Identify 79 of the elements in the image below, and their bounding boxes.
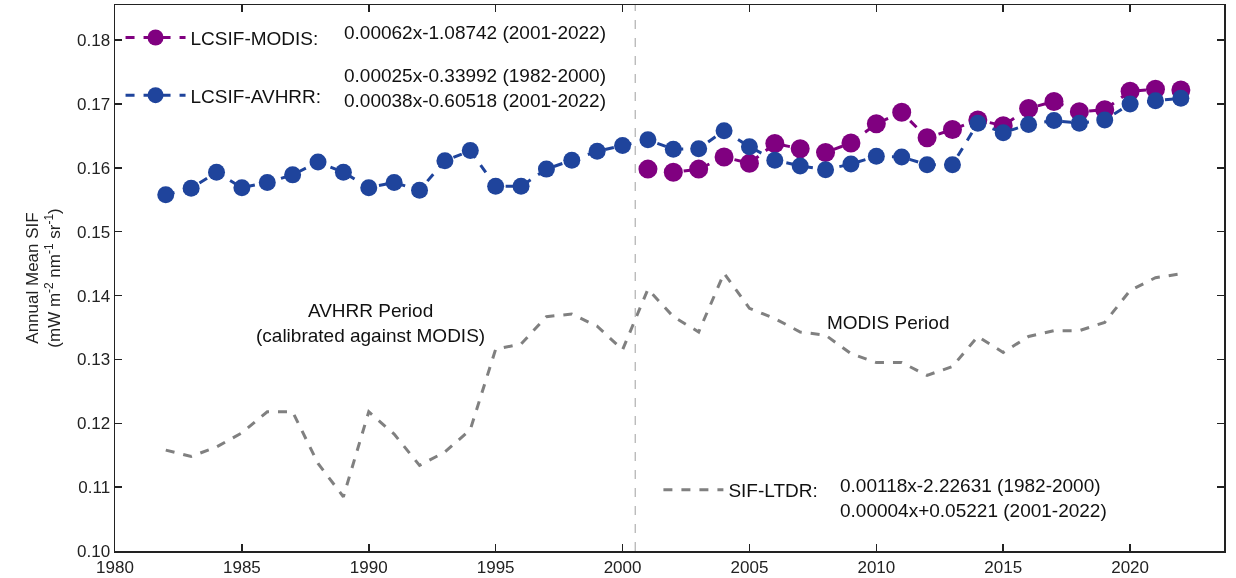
y-tick-label: 0.12 <box>77 414 111 434</box>
point <box>892 102 912 122</box>
y-tick-label: 0.11 <box>78 478 111 498</box>
point <box>1096 111 1114 129</box>
point <box>537 160 555 178</box>
x-tick-label: 2005 <box>730 557 769 577</box>
point <box>917 128 937 148</box>
point <box>563 151 581 169</box>
annotation: AVHRR Period (calibrated against MODIS) <box>256 300 486 346</box>
point <box>664 140 682 158</box>
point <box>1044 91 1064 111</box>
point <box>994 124 1012 142</box>
point <box>1045 112 1063 130</box>
point <box>1070 114 1088 132</box>
point <box>638 159 658 179</box>
point <box>233 179 251 197</box>
point <box>867 147 885 165</box>
annotation: 0.00025x-0.33992 (1982-2000) 0.00038x-0.60518 (2001-2022) <box>344 65 606 111</box>
y-tick-label: 0.16 <box>77 158 111 178</box>
point <box>765 134 785 154</box>
x-tick-label: 2015 <box>984 557 1023 577</box>
point <box>487 177 505 195</box>
annotation: MODIS Period <box>827 312 950 333</box>
point <box>816 143 836 163</box>
point <box>436 152 454 170</box>
point <box>208 163 226 181</box>
point <box>739 153 759 173</box>
point <box>942 120 962 140</box>
x-tick-label: 2010 <box>857 557 896 577</box>
point <box>1146 92 1164 110</box>
point <box>791 157 809 175</box>
point <box>740 138 758 156</box>
x-tick-label: 1985 <box>222 557 261 577</box>
point <box>334 163 352 181</box>
point <box>690 140 708 158</box>
point <box>1019 98 1039 118</box>
point <box>1020 115 1038 133</box>
x-tick-label: 2020 <box>1111 557 1150 577</box>
point <box>614 136 632 154</box>
point <box>1172 89 1190 107</box>
point <box>766 151 784 169</box>
point <box>1121 95 1139 113</box>
point <box>817 161 835 179</box>
x-tick-label: 2000 <box>603 557 642 577</box>
y-tick-label: 0.14 <box>77 286 111 306</box>
y-tick-label: 0.15 <box>77 222 111 242</box>
point <box>588 142 606 160</box>
point <box>309 153 327 171</box>
point <box>360 179 378 197</box>
point <box>663 162 683 182</box>
point <box>790 139 810 159</box>
point <box>182 179 200 197</box>
point <box>842 155 860 173</box>
point <box>157 186 175 204</box>
annotation: 0.00062x-1.08742 (2001-2022) <box>344 22 606 43</box>
y-tick-label: 0.18 <box>77 31 111 51</box>
x-tick-label: 1990 <box>349 557 388 577</box>
legend-label: SIF-LTDR: <box>728 480 818 502</box>
point <box>714 147 734 167</box>
point <box>284 166 302 184</box>
legend-label: LCSIF-MODIS: <box>190 27 319 49</box>
point <box>639 131 657 149</box>
y-tick-label: 0.17 <box>77 94 111 114</box>
point <box>943 156 961 174</box>
point <box>841 133 861 153</box>
point <box>715 122 733 140</box>
point <box>512 177 530 195</box>
annotation: 0.00118x-2.22631 (1982-2000) 0.00004x+0.05221 (2001-2022) <box>840 475 1107 521</box>
x-tick-label: 1995 <box>476 557 515 577</box>
point <box>866 114 886 134</box>
point <box>918 156 936 174</box>
point <box>258 174 276 192</box>
point <box>411 181 429 199</box>
y-tick-label: 0.13 <box>77 350 111 370</box>
point <box>385 174 403 192</box>
point <box>689 159 709 179</box>
point <box>893 148 911 166</box>
legend-label: LCSIF-AVHRR: <box>190 85 322 107</box>
point <box>461 142 479 160</box>
